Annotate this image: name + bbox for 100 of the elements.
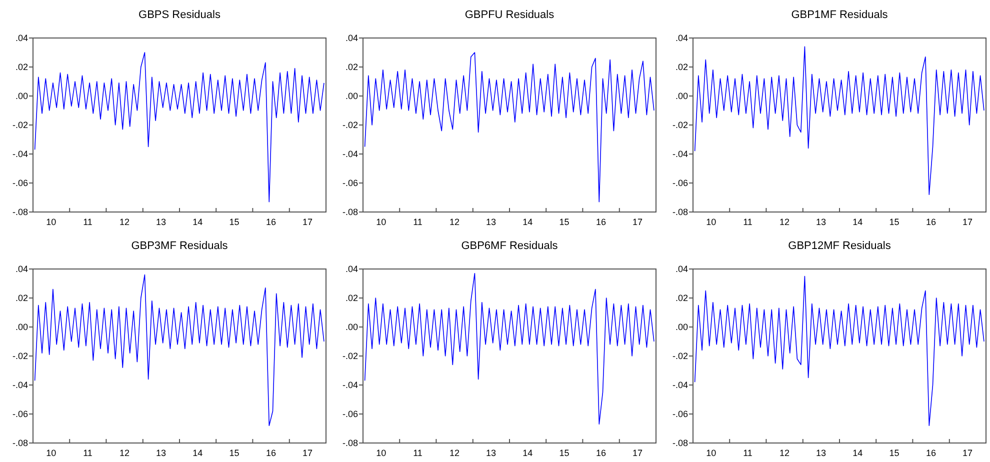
y-tick-label: -.04 [342, 149, 358, 160]
x-tick-label: 13 [156, 448, 166, 458]
x-tick-label: 10 [706, 448, 716, 458]
chart-title: GBP1MF Residuals [791, 9, 888, 21]
x-tick-label: 10 [376, 448, 386, 458]
y-tick-label: .04 [675, 33, 688, 44]
line-series [34, 274, 324, 426]
y-tick-label: -.04 [342, 380, 358, 390]
y-tick-label: .02 [675, 62, 688, 72]
y-tick-label: .00 [15, 91, 28, 102]
x-tick-label: 13 [486, 448, 496, 458]
y-tick-label: .04 [15, 33, 28, 44]
x-tick-label: 10 [46, 448, 56, 458]
y-tick-label: -.08 [672, 207, 688, 218]
x-tick-label: 15 [559, 217, 570, 227]
x-tick-label: 17 [302, 448, 313, 458]
x-tick-label: 16 [596, 448, 606, 458]
x-tick-label: 13 [816, 217, 826, 227]
y-tick-label: -.02 [342, 120, 358, 130]
y-tick-label: -.06 [12, 409, 28, 420]
x-tick-label: 17 [962, 217, 973, 227]
line-series [364, 272, 654, 425]
x-tick-label: 12 [119, 217, 130, 227]
line-series [34, 52, 324, 202]
y-tick-label: -.02 [672, 351, 688, 362]
x-tick-label: 11 [743, 217, 752, 227]
y-tick-label: -.06 [12, 178, 28, 188]
y-tick-label: -.08 [342, 438, 358, 448]
x-tick-label: 11 [743, 448, 752, 458]
x-tick-label: 14 [192, 217, 203, 227]
x-tick-label: 11 [413, 448, 422, 458]
x-tick-label: 14 [522, 448, 533, 458]
y-tick-label: -.02 [12, 120, 28, 130]
x-tick-label: 14 [522, 217, 533, 227]
x-tick-label: 15 [229, 448, 240, 458]
x-tick-label: 13 [156, 217, 166, 227]
y-tick-label: -.06 [342, 409, 358, 420]
x-tick-label: 10 [376, 217, 386, 227]
y-tick-label: .02 [345, 62, 358, 72]
chart-title: GBP3MF Residuals [131, 240, 228, 252]
x-tick-label: 12 [119, 448, 130, 458]
chart-title: GBP6MF Residuals [461, 240, 558, 252]
y-tick-label: -.06 [342, 178, 358, 188]
y-tick-label: -.02 [342, 351, 358, 362]
y-tick-label: .02 [345, 293, 358, 304]
y-tick-label: -.06 [672, 178, 688, 188]
x-tick-label: 10 [706, 217, 716, 227]
x-tick-label: 16 [596, 217, 606, 227]
y-tick-label: -.04 [12, 149, 28, 160]
chart-title: GBPFU Residuals [464, 9, 555, 21]
y-tick-label: .02 [675, 293, 688, 304]
y-tick-label: .00 [675, 322, 688, 332]
x-tick-label: 16 [266, 217, 276, 227]
y-tick-label: .00 [15, 322, 28, 332]
x-tick-label: 13 [486, 217, 496, 227]
y-tick-label: .00 [345, 91, 358, 102]
y-tick-label: .02 [15, 62, 28, 72]
y-tick-label: -.08 [12, 207, 28, 218]
line-series [364, 52, 654, 202]
x-tick-label: 16 [926, 217, 936, 227]
y-tick-label: .04 [345, 264, 358, 274]
x-tick-label: 11 [83, 448, 92, 458]
x-tick-label: 14 [192, 448, 203, 458]
x-tick-label: 16 [926, 448, 936, 458]
y-tick-label: -.02 [672, 120, 688, 130]
x-tick-label: 14 [852, 217, 863, 227]
x-tick-label: 12 [779, 217, 790, 227]
y-tick-label: -.04 [672, 149, 688, 160]
y-tick-label: .00 [675, 91, 688, 102]
y-tick-label: -.04 [12, 380, 28, 390]
x-tick-label: 17 [632, 448, 643, 458]
x-tick-label: 15 [889, 217, 900, 227]
y-tick-label: .04 [15, 264, 28, 274]
y-tick-label: -.04 [672, 380, 688, 390]
x-tick-label: 15 [559, 448, 570, 458]
chart-title: GBP12MF Residuals [788, 240, 892, 252]
y-tick-label: -.06 [672, 409, 688, 420]
y-tick-label: .04 [675, 264, 688, 274]
x-tick-label: 17 [302, 217, 313, 227]
chart-title: GBPS Residuals [138, 9, 221, 21]
x-tick-label: 16 [266, 448, 276, 458]
x-tick-label: 12 [779, 448, 790, 458]
x-tick-label: 13 [816, 448, 826, 458]
line-series [694, 46, 984, 195]
y-tick-label: -.08 [342, 207, 358, 218]
x-tick-label: 11 [413, 217, 422, 227]
y-tick-label: .04 [345, 33, 358, 44]
y-tick-label: -.02 [12, 351, 28, 362]
x-tick-label: 15 [889, 448, 900, 458]
line-series [694, 276, 984, 426]
x-tick-label: 15 [229, 217, 240, 227]
x-tick-label: 14 [852, 448, 863, 458]
y-tick-label: -.08 [672, 438, 688, 448]
y-tick-label: -.08 [12, 438, 28, 448]
x-tick-label: 11 [83, 217, 92, 227]
x-tick-label: 17 [632, 217, 643, 227]
y-tick-label: .02 [15, 293, 28, 304]
x-tick-label: 10 [46, 217, 56, 227]
x-tick-label: 12 [449, 217, 460, 227]
x-tick-label: 12 [449, 448, 460, 458]
